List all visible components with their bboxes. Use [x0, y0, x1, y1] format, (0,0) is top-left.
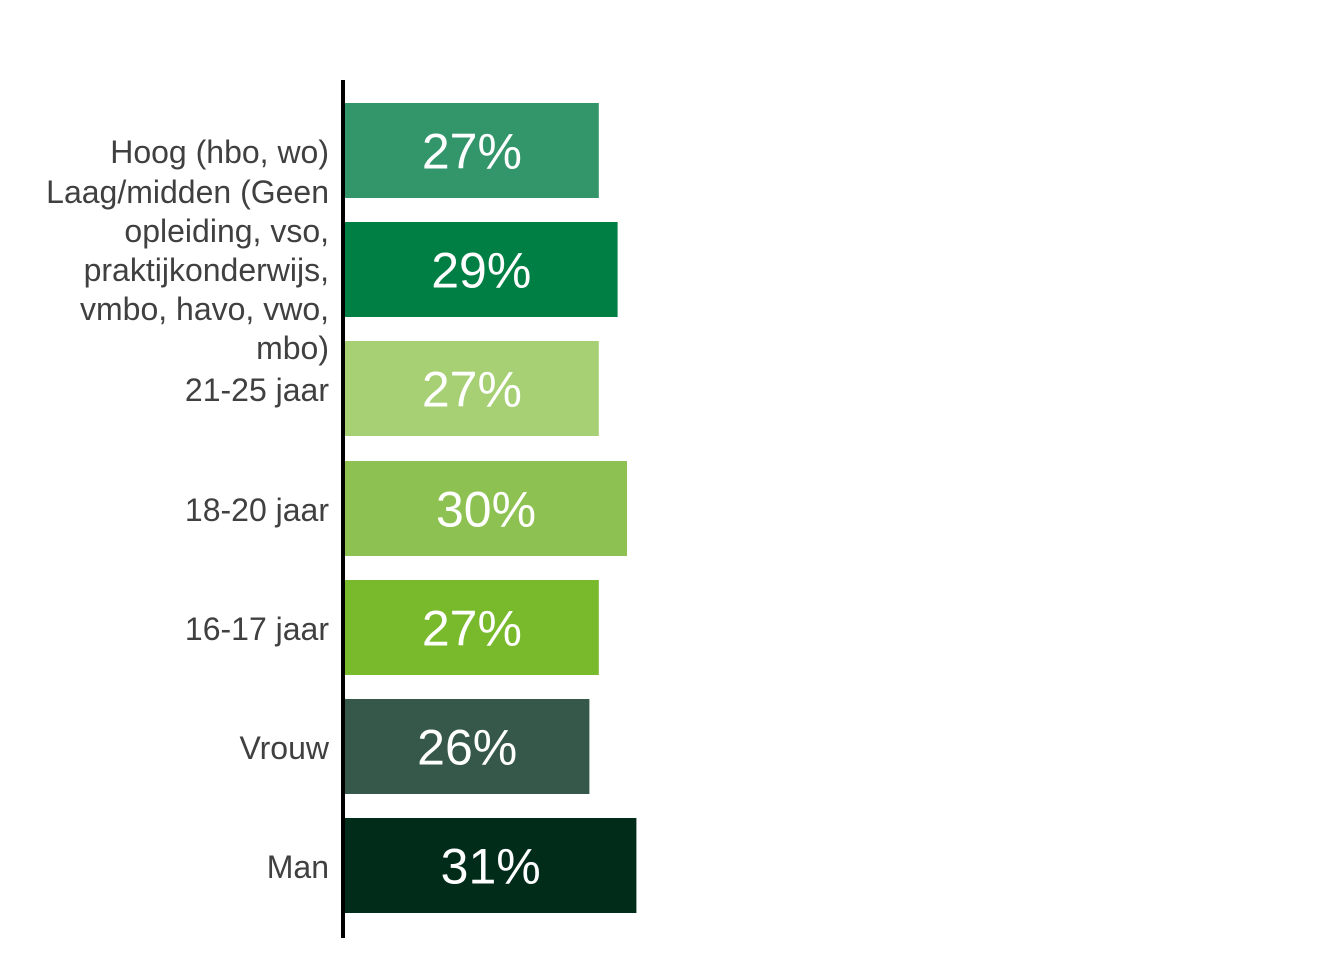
bars-group — [345, 103, 637, 913]
category-label-7: Man — [267, 849, 329, 885]
value-labels: 27% 29% 27% 30% 27% 26% 31% — [417, 124, 541, 895]
category-label-line: 21-25 jaar — [185, 372, 329, 408]
category-label-line: praktijkonderwijs, — [84, 252, 329, 288]
category-label-5: 16-17 jaar — [185, 611, 329, 647]
category-label-4: 18-20 jaar — [185, 492, 329, 528]
category-label-line: 18-20 jaar — [185, 492, 329, 528]
category-label-6: Vrouw — [239, 730, 329, 766]
category-label-line: Vrouw — [239, 730, 329, 766]
category-labels: Hoog (hbo, wo) Laag/midden (Geen opleiding… — [46, 134, 330, 885]
value-label-1: 27% — [422, 124, 522, 180]
category-label-line: mbo) — [256, 330, 329, 366]
category-label-line: Hoog (hbo, wo) — [110, 134, 329, 170]
category-label-1: Hoog (hbo, wo) — [110, 134, 329, 170]
category-label-3: 21-25 jaar — [185, 372, 329, 408]
category-label-line: vmbo, havo, vwo, — [80, 291, 329, 327]
value-label-4: 30% — [436, 482, 536, 538]
value-label-6: 26% — [417, 720, 517, 776]
bar-5 — [345, 580, 599, 675]
bar-7 — [345, 818, 637, 913]
bar-2 — [345, 222, 618, 317]
category-label-line: Laag/midden (Geen — [46, 174, 329, 210]
bar-1 — [345, 103, 599, 198]
value-label-3: 27% — [422, 362, 522, 418]
bar-3 — [345, 341, 599, 436]
category-label-line: opleiding, vso, — [124, 213, 329, 249]
bar-4 — [345, 461, 627, 556]
category-label-line: 16-17 jaar — [185, 611, 329, 647]
bar-6 — [345, 699, 590, 794]
value-label-7: 31% — [441, 839, 541, 895]
category-label-line: Man — [267, 849, 329, 885]
value-label-2: 29% — [431, 243, 531, 299]
category-label-2: Laag/midden (Geen opleiding, vso, praktijk… — [46, 174, 329, 366]
value-label-5: 27% — [422, 601, 522, 657]
